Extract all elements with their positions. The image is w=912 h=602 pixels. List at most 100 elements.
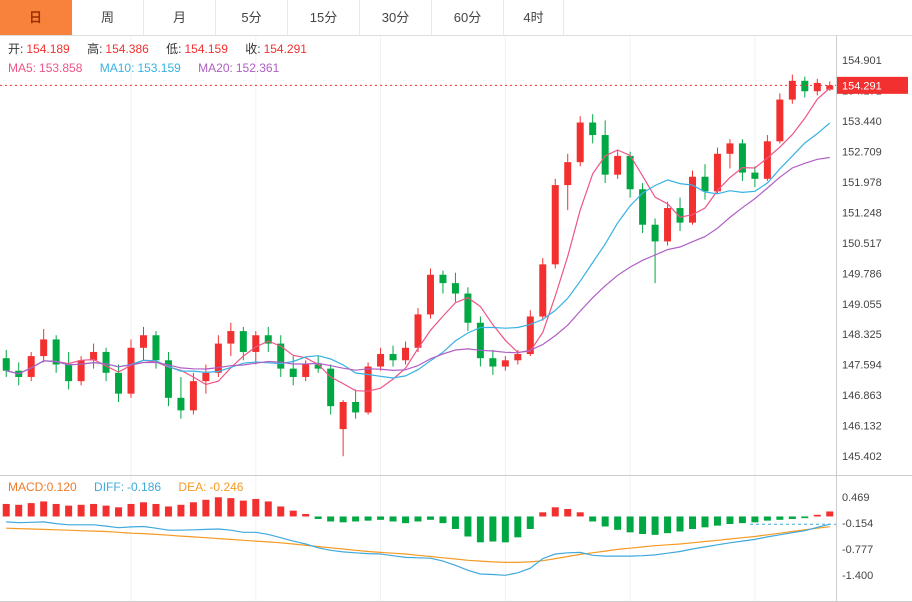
ma20-label: MA20: xyxy=(198,61,233,75)
tab-month[interactable]: 月 xyxy=(144,0,216,35)
macd-hist-bar xyxy=(601,516,609,527)
macd-hist-bar xyxy=(164,506,172,517)
candle-body xyxy=(701,176,709,192)
macd-readout: MACD:0.120 DIFF: -0.186 DEA: -0.246 xyxy=(8,479,243,496)
dea-label: DEA: xyxy=(178,480,207,494)
macd-hist-bar xyxy=(626,516,634,533)
price-axis-tick: 146.132 xyxy=(842,421,882,433)
candle-body xyxy=(189,381,197,411)
candlestick-macd-chart[interactable]: 154.901154.171153.440152.709151.978151.2… xyxy=(0,36,912,602)
macd-hist-bar xyxy=(289,510,297,517)
macd-axis-tick: -0.777 xyxy=(842,544,873,556)
candle-body xyxy=(501,360,509,367)
ma-readout: MA5: 153.858 MA10: 153.159 MA20: 152.361 xyxy=(8,60,293,77)
macd-hist-bar xyxy=(115,507,123,517)
macd-hist-bar xyxy=(476,516,484,543)
macd-label: MACD: xyxy=(8,480,47,494)
close-value: 154.291 xyxy=(263,42,307,56)
tab-5min[interactable]: 5分 xyxy=(216,0,288,35)
tab-4hour[interactable]: 4时 xyxy=(504,0,564,35)
macd-hist-bar xyxy=(713,516,721,526)
low-value: 154.159 xyxy=(184,42,228,56)
candle-body xyxy=(763,141,771,179)
candle-body xyxy=(252,335,260,352)
candle-body xyxy=(277,343,285,369)
macd-hist-bar xyxy=(65,505,73,517)
candle-body xyxy=(451,283,459,294)
candle-body xyxy=(751,172,759,179)
macd-hist-bar xyxy=(40,501,48,517)
candle-body xyxy=(551,185,559,265)
diff-label: DIFF: xyxy=(94,480,125,494)
candle-body xyxy=(813,82,821,92)
candle-body xyxy=(426,274,434,315)
macd-hist-bar xyxy=(776,516,784,520)
dea-line xyxy=(6,526,830,564)
ma5-label: MA5: xyxy=(8,61,37,75)
price-axis-tick: 151.978 xyxy=(842,177,882,189)
ma10-value: 153.159 xyxy=(137,61,181,75)
macd-hist-bar xyxy=(127,503,135,517)
tab-day[interactable]: 日 xyxy=(0,0,72,35)
candle-body xyxy=(127,347,135,394)
candle-body xyxy=(202,372,210,382)
macd-hist-bar xyxy=(826,511,834,517)
candle-body xyxy=(439,274,447,284)
candle-body xyxy=(214,343,222,373)
candle-body xyxy=(364,366,372,413)
macd-hist-bar xyxy=(501,516,509,543)
macd-hist-bar xyxy=(801,516,809,519)
macd-hist-bar xyxy=(788,516,796,519)
macd-hist-bar xyxy=(227,498,235,517)
price-axis-tick: 149.055 xyxy=(842,299,882,311)
candle-body xyxy=(289,368,297,377)
price-axis-tick: 150.517 xyxy=(842,238,882,250)
macd-hist-bar xyxy=(90,503,98,517)
tab-30min[interactable]: 30分 xyxy=(360,0,432,35)
macd-hist-bar xyxy=(514,516,522,538)
candle-body xyxy=(801,80,809,92)
macd-hist-bar xyxy=(813,514,821,517)
close-label: 收: xyxy=(245,42,261,56)
candle-body xyxy=(614,155,622,175)
macd-hist-bar xyxy=(364,516,372,521)
price-axis-tick: 149.786 xyxy=(842,268,882,280)
macd-hist-bar xyxy=(664,516,672,534)
macd-hist-bar xyxy=(377,516,385,520)
candle-body xyxy=(564,162,572,186)
macd-hist-bar xyxy=(27,503,35,517)
candle-body xyxy=(713,153,721,192)
macd-hist-bar xyxy=(189,502,197,517)
macd-hist-bar xyxy=(738,516,746,524)
candle-body xyxy=(414,314,422,348)
candle-body xyxy=(339,402,347,430)
candle-body xyxy=(27,356,35,377)
candle-body xyxy=(327,368,335,407)
macd-hist-bar xyxy=(77,504,85,517)
macd-hist-bar xyxy=(614,516,622,530)
low-label: 低: xyxy=(166,42,182,56)
tab-15min[interactable]: 15分 xyxy=(288,0,360,35)
tab-week[interactable]: 周 xyxy=(72,0,144,35)
candle-body xyxy=(726,143,734,154)
candle-body xyxy=(65,364,73,382)
price-axis-tick: 146.863 xyxy=(842,390,882,402)
candle-body xyxy=(239,331,247,352)
open-value: 154.189 xyxy=(26,42,70,56)
candle-body xyxy=(664,208,672,242)
macd-hist-bar xyxy=(489,516,497,542)
tab-60min[interactable]: 60分 xyxy=(432,0,504,35)
candle-body xyxy=(264,335,272,344)
macd-hist-bar xyxy=(464,516,472,537)
macd-hist-bar xyxy=(277,506,285,517)
candle-body xyxy=(102,351,110,373)
macd-hist-bar xyxy=(314,516,322,519)
macd-hist-bar xyxy=(763,516,771,521)
macd-hist-bar xyxy=(539,512,547,517)
macd-hist-bar xyxy=(564,508,572,517)
candle-body xyxy=(689,176,697,223)
candle-body xyxy=(651,224,659,242)
macd-hist-bar xyxy=(551,507,559,517)
candle-body xyxy=(489,358,497,367)
